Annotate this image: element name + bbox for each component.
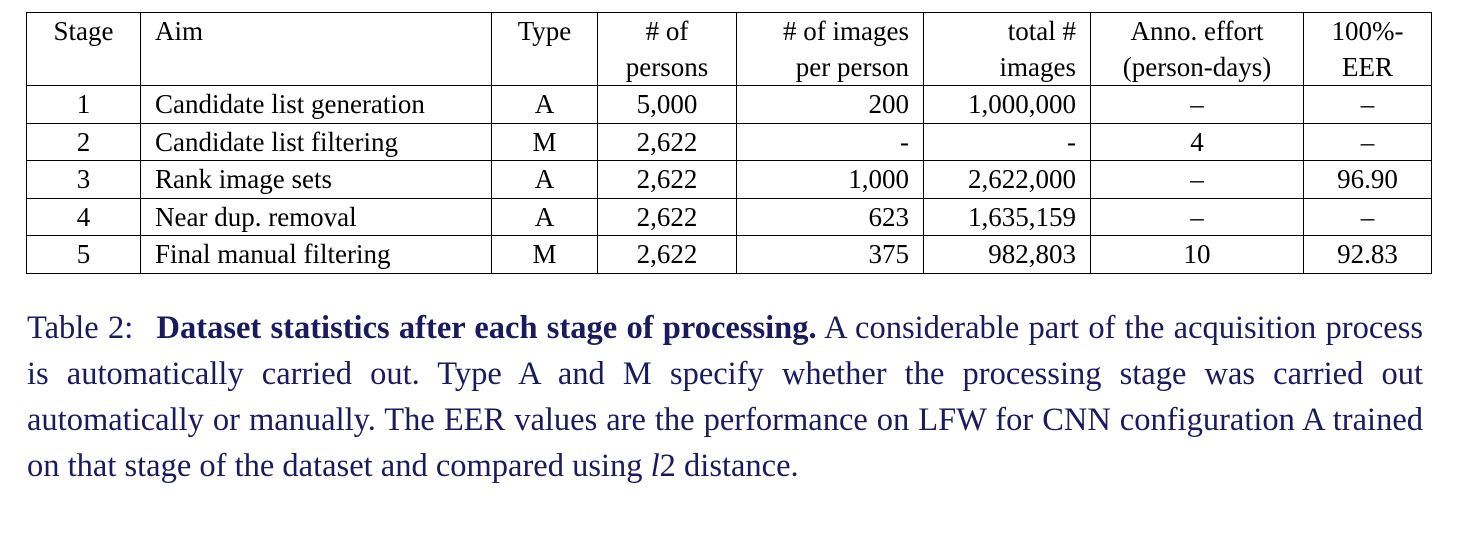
- cell-images-per-person: 623: [736, 197, 924, 236]
- cell-annotation-effort: 10: [1090, 235, 1304, 274]
- caption-label: Table 2:: [27, 310, 134, 346]
- cell-eer: –: [1303, 122, 1432, 161]
- cell-annotation-effort: –: [1090, 85, 1304, 124]
- cell-persons: 5,000: [597, 85, 737, 124]
- cell-stage: 5: [26, 235, 141, 274]
- cell-images-per-person: 375: [736, 235, 924, 274]
- cell-stage: 1: [26, 85, 141, 124]
- caption-body: A considerable part of the acquisition p…: [27, 310, 1423, 484]
- cell-total-images: 1,000,000: [923, 85, 1091, 124]
- cell-persons: 2,622: [597, 160, 737, 199]
- header-num-persons: # of persons: [597, 12, 737, 86]
- header-row: Stage Aim Type # of persons # of images pe…: [26, 12, 1432, 86]
- cell-persons: 2,622: [597, 122, 737, 161]
- header-annotation-effort: Anno. effort (person-days): [1090, 12, 1304, 86]
- cell-aim: Near dup. removal: [140, 197, 492, 236]
- cell-eer: 96.90: [1303, 160, 1432, 199]
- table-row: 3 Rank image sets A 2,622 1,000 2,622,00…: [26, 160, 1432, 199]
- cell-type: A: [491, 85, 598, 124]
- cell-total-images: 1,635,159: [923, 197, 1091, 236]
- table-caption: Table 2: Dataset statistics after each s…: [27, 305, 1423, 489]
- table-row: 5 Final manual filtering M 2,622 375 982…: [26, 235, 1432, 274]
- cell-persons: 2,622: [597, 235, 737, 274]
- header-stage: Stage: [26, 12, 141, 86]
- cell-eer: 92.83: [1303, 235, 1432, 274]
- header-type: Type: [491, 12, 598, 86]
- cell-persons: 2,622: [597, 197, 737, 236]
- cell-annotation-effort: –: [1090, 160, 1304, 199]
- cell-images-per-person: -: [736, 122, 924, 161]
- header-total-images: total # images: [923, 12, 1091, 86]
- cell-total-images: 982,803: [923, 235, 1091, 274]
- table-row: 1 Candidate list generation A 5,000 200 …: [26, 85, 1432, 124]
- cell-aim: Candidate list filtering: [140, 122, 492, 161]
- table-row: 4 Near dup. removal A 2,622 623 1,635,15…: [26, 197, 1432, 236]
- header-aim: Aim: [140, 12, 492, 86]
- cell-annotation-effort: –: [1090, 197, 1304, 236]
- cell-stage: 2: [26, 122, 141, 161]
- cell-eer: –: [1303, 85, 1432, 124]
- table-header: Stage Aim Type # of persons # of images pe…: [26, 12, 1432, 86]
- caption-l2-term: l2: [650, 448, 676, 484]
- table-row: 2 Candidate list filtering M 2,622 - - 4…: [26, 122, 1432, 161]
- cell-total-images: 2,622,000: [923, 160, 1091, 199]
- cell-annotation-effort: 4: [1090, 122, 1304, 161]
- cell-stage: 3: [26, 160, 141, 199]
- cell-type: A: [491, 160, 598, 199]
- cell-eer: –: [1303, 197, 1432, 236]
- caption-end: distance.: [684, 448, 799, 484]
- table-body: 1 Candidate list generation A 5,000 200 …: [26, 85, 1432, 274]
- cell-type: M: [491, 122, 598, 161]
- caption-title: Dataset statistics after each stage of p…: [156, 310, 817, 346]
- cell-stage: 4: [26, 197, 141, 236]
- cell-aim: Final manual filtering: [140, 235, 492, 274]
- cell-total-images: -: [923, 122, 1091, 161]
- cell-type: A: [491, 197, 598, 236]
- cell-aim: Rank image sets: [140, 160, 492, 199]
- header-eer: 100%- EER: [1303, 12, 1432, 86]
- dataset-statistics-table: Stage Aim Type # of persons # of images pe…: [26, 12, 1432, 274]
- cell-images-per-person: 1,000: [736, 160, 924, 199]
- cell-type: M: [491, 235, 598, 274]
- cell-images-per-person: 200: [736, 85, 924, 124]
- header-images-per-person: # of images per person: [736, 12, 924, 86]
- cell-aim: Candidate list generation: [140, 85, 492, 124]
